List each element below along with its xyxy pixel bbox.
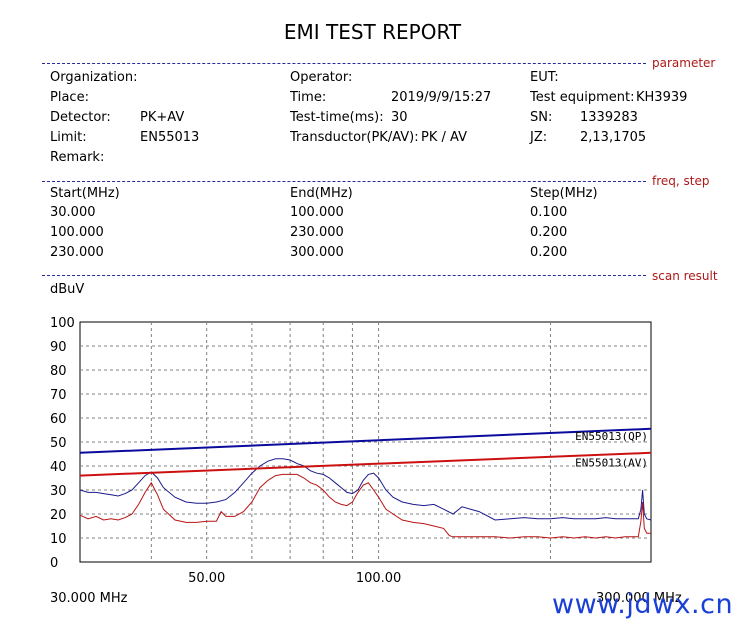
- freq-row-2-end: 230.000: [290, 225, 344, 240]
- report-title: EMI TEST REPORT: [283, 20, 462, 44]
- x-start-label: 30.000 MHz: [50, 591, 128, 606]
- av-limit-line: [79, 451, 652, 477]
- parameter-separator: [42, 63, 646, 64]
- place-label: Place:: [50, 90, 89, 105]
- test-equipment-label: Test equipment:: [530, 90, 635, 105]
- transductor-label: Transductor(PK/AV):: [290, 130, 419, 145]
- freq-row-3-start: 230.000: [50, 245, 104, 260]
- average-measurement-trace: [79, 473, 651, 539]
- y-tick-label: 40: [50, 460, 67, 475]
- y-tick-label: 20: [50, 508, 67, 523]
- time-label: Time:: [290, 90, 327, 105]
- organization-label: Organization:: [50, 70, 138, 85]
- limit-value: EN55013: [140, 130, 200, 145]
- freq-row-3-step: 0.200: [530, 245, 568, 260]
- freq-step-separator: [42, 181, 646, 182]
- freq-row-1-start: 30.000: [50, 205, 96, 220]
- freq-row-1-end: 100.000: [290, 205, 344, 220]
- x-tick-label: 50.00: [188, 571, 225, 586]
- end-mhz-header: End(MHz): [290, 186, 353, 201]
- y-tick-label: 10: [50, 532, 67, 547]
- y-tick-label: 100: [50, 316, 75, 331]
- scan-result-separator: [42, 275, 646, 276]
- peak-measurement-trace: [79, 458, 652, 521]
- jz-value: 2,13,1705: [580, 130, 647, 145]
- detector-label: Detector:: [50, 110, 111, 125]
- sn-value: 1339283: [580, 110, 638, 125]
- qp-limit-label: EN55013(QP): [575, 430, 648, 443]
- transductor-value: PK / AV: [421, 130, 467, 145]
- freq-row-2-step: 0.200: [530, 225, 568, 240]
- y-tick-label: 30: [50, 484, 67, 499]
- qp-limit-line: [79, 427, 652, 454]
- scan-result-section-label: scan result: [652, 269, 718, 283]
- jz-label: JZ:: [530, 130, 548, 145]
- freq-row-2-start: 100.000: [50, 225, 104, 240]
- freq-row-3-end: 300.000: [290, 245, 344, 260]
- y-tick-label: 60: [50, 412, 67, 427]
- start-mhz-header: Start(MHz): [50, 186, 120, 201]
- y-tick-label: 90: [50, 340, 67, 355]
- x-end-label: 300.000 MHz: [596, 591, 682, 606]
- y-tick-label: 50: [50, 436, 67, 451]
- freq-step-section-label: freq, step: [652, 174, 710, 188]
- time-value: 2019/9/9/15:27: [391, 90, 492, 105]
- test-time-value: 30: [391, 110, 408, 125]
- y-tick-label: 70: [50, 388, 67, 403]
- limit-label: Limit:: [50, 130, 87, 145]
- av-limit-label: EN55013(AV): [575, 456, 648, 469]
- watermark-text: www.jdwx.cn: [552, 589, 734, 620]
- test-time-label: Test-time(ms):: [290, 110, 384, 125]
- eut-label: EUT:: [530, 70, 559, 85]
- remark-label: Remark:: [50, 150, 105, 165]
- step-mhz-header: Step(MHz): [530, 186, 598, 201]
- x-tick-label: 100.00: [356, 571, 402, 586]
- freq-row-1-step: 0.100: [530, 205, 568, 220]
- y-tick-label: 80: [50, 364, 67, 379]
- parameter-section-label: parameter: [652, 56, 716, 70]
- operator-label: Operator:: [290, 70, 353, 85]
- y-axis-unit-label: dBuV: [50, 282, 85, 297]
- sn-label: SN:: [530, 110, 553, 125]
- y-tick-label: 0: [50, 556, 58, 571]
- test-equipment-value: KH3939: [636, 90, 688, 105]
- detector-value: PK+AV: [140, 110, 185, 125]
